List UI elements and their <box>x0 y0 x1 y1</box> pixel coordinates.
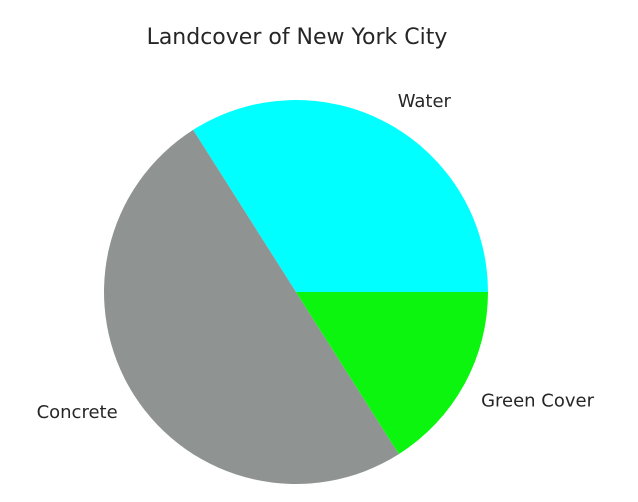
pie-slices <box>104 99 488 485</box>
slice-label-water: Water <box>398 91 452 112</box>
pie-labels: Water Concrete Green Cover <box>37 91 595 423</box>
slice-label-green-cover: Green Cover <box>481 391 595 412</box>
pie-slice-water <box>193 99 488 292</box>
pie-slice-concrete <box>104 129 399 485</box>
slice-label-concrete: Concrete <box>37 402 118 423</box>
pie-slice-green-cover <box>296 292 488 455</box>
chart-title: Landcover of New York City <box>147 25 448 50</box>
